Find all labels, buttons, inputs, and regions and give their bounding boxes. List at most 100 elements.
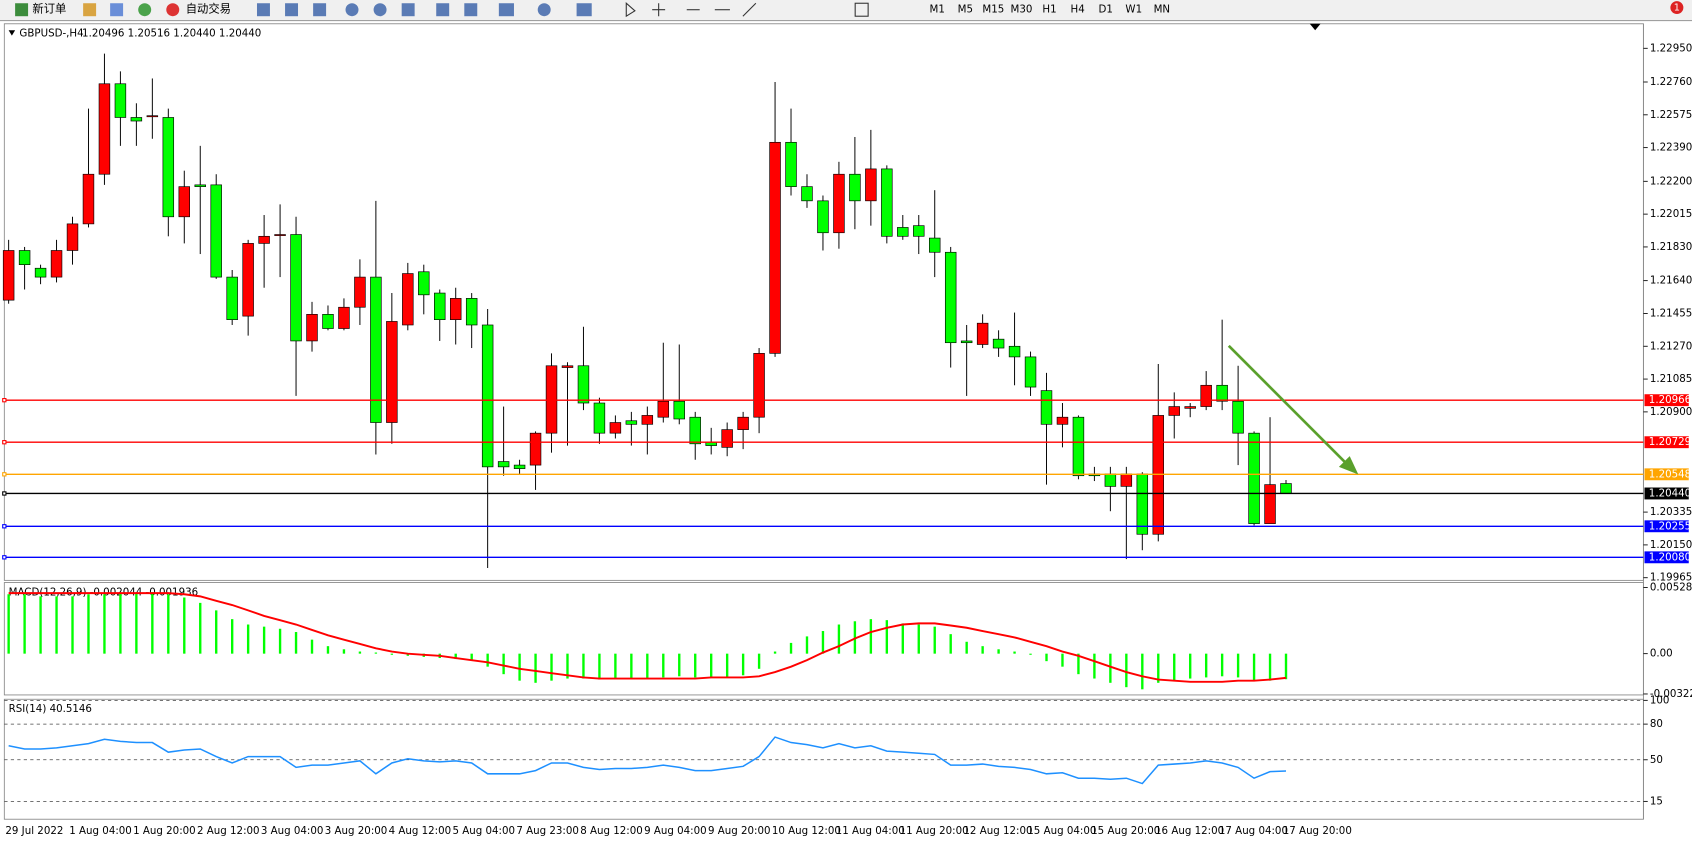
timeframe-button[interactable]: M1 (930, 4, 945, 16)
y-tick-label: 1.22760 (1650, 76, 1692, 88)
candle-body (82, 173, 95, 225)
timeframe-button[interactable]: M5 (958, 4, 973, 16)
timeframe-button[interactable]: D1 (1098, 4, 1112, 16)
candle-body (1200, 384, 1212, 407)
icon[interactable] (313, 3, 327, 17)
price-label-box (1644, 487, 1689, 500)
candle-body (2, 250, 15, 301)
candle-body (976, 322, 989, 345)
symbol-marker (8, 30, 16, 36)
candle-body (162, 117, 175, 218)
candle-body (1280, 483, 1292, 494)
candle-body (625, 420, 638, 425)
notification-badge[interactable] (1670, 1, 1684, 15)
x-tick-label: 1 Aug 20:00 (133, 825, 196, 837)
y-tick-label: 0.00 (1650, 648, 1673, 660)
shift-marker[interactable] (1309, 23, 1321, 31)
timeframe-button[interactable]: MN (1154, 4, 1171, 16)
candle-body (817, 200, 829, 234)
trendline-tool[interactable] (742, 2, 757, 17)
y-tick-label: 15 (1650, 795, 1663, 807)
price-line-handle[interactable] (2, 440, 7, 445)
x-tick-label: 15 Aug 20:00 (1091, 825, 1160, 837)
candle-body (801, 186, 813, 202)
icon[interactable] (576, 3, 592, 17)
x-tick-label: 4 Aug 12:00 (389, 825, 452, 837)
candle-body (1024, 356, 1037, 388)
y-tick-label: 1.22015 (1650, 208, 1692, 220)
price-line-handle[interactable] (2, 398, 7, 403)
icon[interactable] (256, 3, 270, 17)
icon[interactable] (498, 3, 514, 17)
x-tick-label: 9 Aug 04:00 (644, 825, 707, 837)
x-tick-label: 11 Aug 20:00 (900, 825, 969, 837)
candle-body (226, 276, 238, 320)
candle-body (561, 365, 574, 368)
candle-body (50, 250, 63, 278)
crosshair-tool[interactable] (652, 3, 666, 17)
x-tick-label: 5 Aug 04:00 (452, 825, 515, 837)
new-order-button[interactable]: 新订单 (15, 2, 66, 17)
y-tick-label: 1.22950 (1650, 42, 1692, 54)
price-label-box (1644, 551, 1689, 564)
x-tick-label: 17 Aug 04:00 (1219, 825, 1288, 837)
timeframe-bar: M1 M5 M15 M30 H1 H4 D1 W1 MN (930, 4, 1171, 16)
candle-body (242, 243, 254, 317)
timeframe-button[interactable]: H4 (1070, 4, 1084, 16)
icon (15, 3, 29, 17)
price-label: 1.20966 (1649, 394, 1691, 406)
x-tick-label: 12 Aug 12:00 (963, 825, 1032, 837)
price-line-handle[interactable] (2, 472, 7, 477)
y-tick-label: 1.20150 (1650, 539, 1692, 551)
cursor-tool[interactable] (625, 2, 636, 18)
candle-body (1248, 432, 1260, 524)
candle-body (929, 237, 941, 253)
icon[interactable] (373, 3, 387, 17)
icon[interactable] (110, 3, 124, 17)
candle-body (146, 115, 159, 118)
candle-body (1232, 400, 1244, 434)
timeframe-button[interactable]: W1 (1125, 4, 1142, 16)
price-line-handle[interactable] (2, 524, 7, 529)
timeframe-button[interactable]: M30 (1011, 4, 1033, 16)
price-line-handle[interactable] (2, 555, 7, 560)
icon[interactable] (285, 3, 299, 17)
price-label-box (1644, 436, 1689, 449)
y-tick-label: 1.19965 (1650, 572, 1692, 584)
auto-trading-button[interactable]: 自动交易 (166, 2, 231, 17)
candle-body (577, 365, 590, 404)
candle-body (322, 314, 334, 329)
candle-body (641, 415, 654, 425)
icon[interactable] (138, 3, 152, 17)
price-label: 1.20255 (1649, 520, 1691, 532)
icon[interactable] (401, 3, 415, 17)
main-panel (3, 23, 1644, 581)
arrow-shaft (1227, 344, 1349, 466)
price-label-box (1644, 520, 1689, 533)
trend-arrow[interactable] (1227, 344, 1359, 475)
icon[interactable] (537, 3, 551, 17)
arrow-head (1338, 456, 1359, 475)
price-line-handle[interactable] (2, 491, 7, 496)
icon[interactable] (345, 3, 359, 17)
candle-body (960, 340, 973, 344)
x-tick-label: 16 Aug 12:00 (1155, 825, 1224, 837)
candle-body (1104, 473, 1117, 487)
timeframe-button[interactable]: M15 (982, 4, 1004, 16)
icon[interactable] (464, 3, 478, 17)
text-tool[interactable] (854, 2, 869, 17)
x-tick-label: 7 Aug 23:00 (516, 825, 579, 837)
candle-body (865, 168, 877, 202)
ohlc-quote: 1.20496 1.20516 1.20440 1.20440 (82, 28, 261, 40)
icon[interactable] (436, 3, 450, 17)
icon[interactable] (83, 3, 97, 17)
candle-body (545, 365, 558, 434)
candle-body (1056, 416, 1069, 425)
candle-body (402, 273, 414, 326)
candle-body (1120, 473, 1133, 487)
price-label-box (1644, 394, 1689, 407)
timeframe-button[interactable]: H1 (1042, 4, 1056, 16)
candle-body (210, 184, 222, 278)
candle-body (354, 276, 366, 308)
